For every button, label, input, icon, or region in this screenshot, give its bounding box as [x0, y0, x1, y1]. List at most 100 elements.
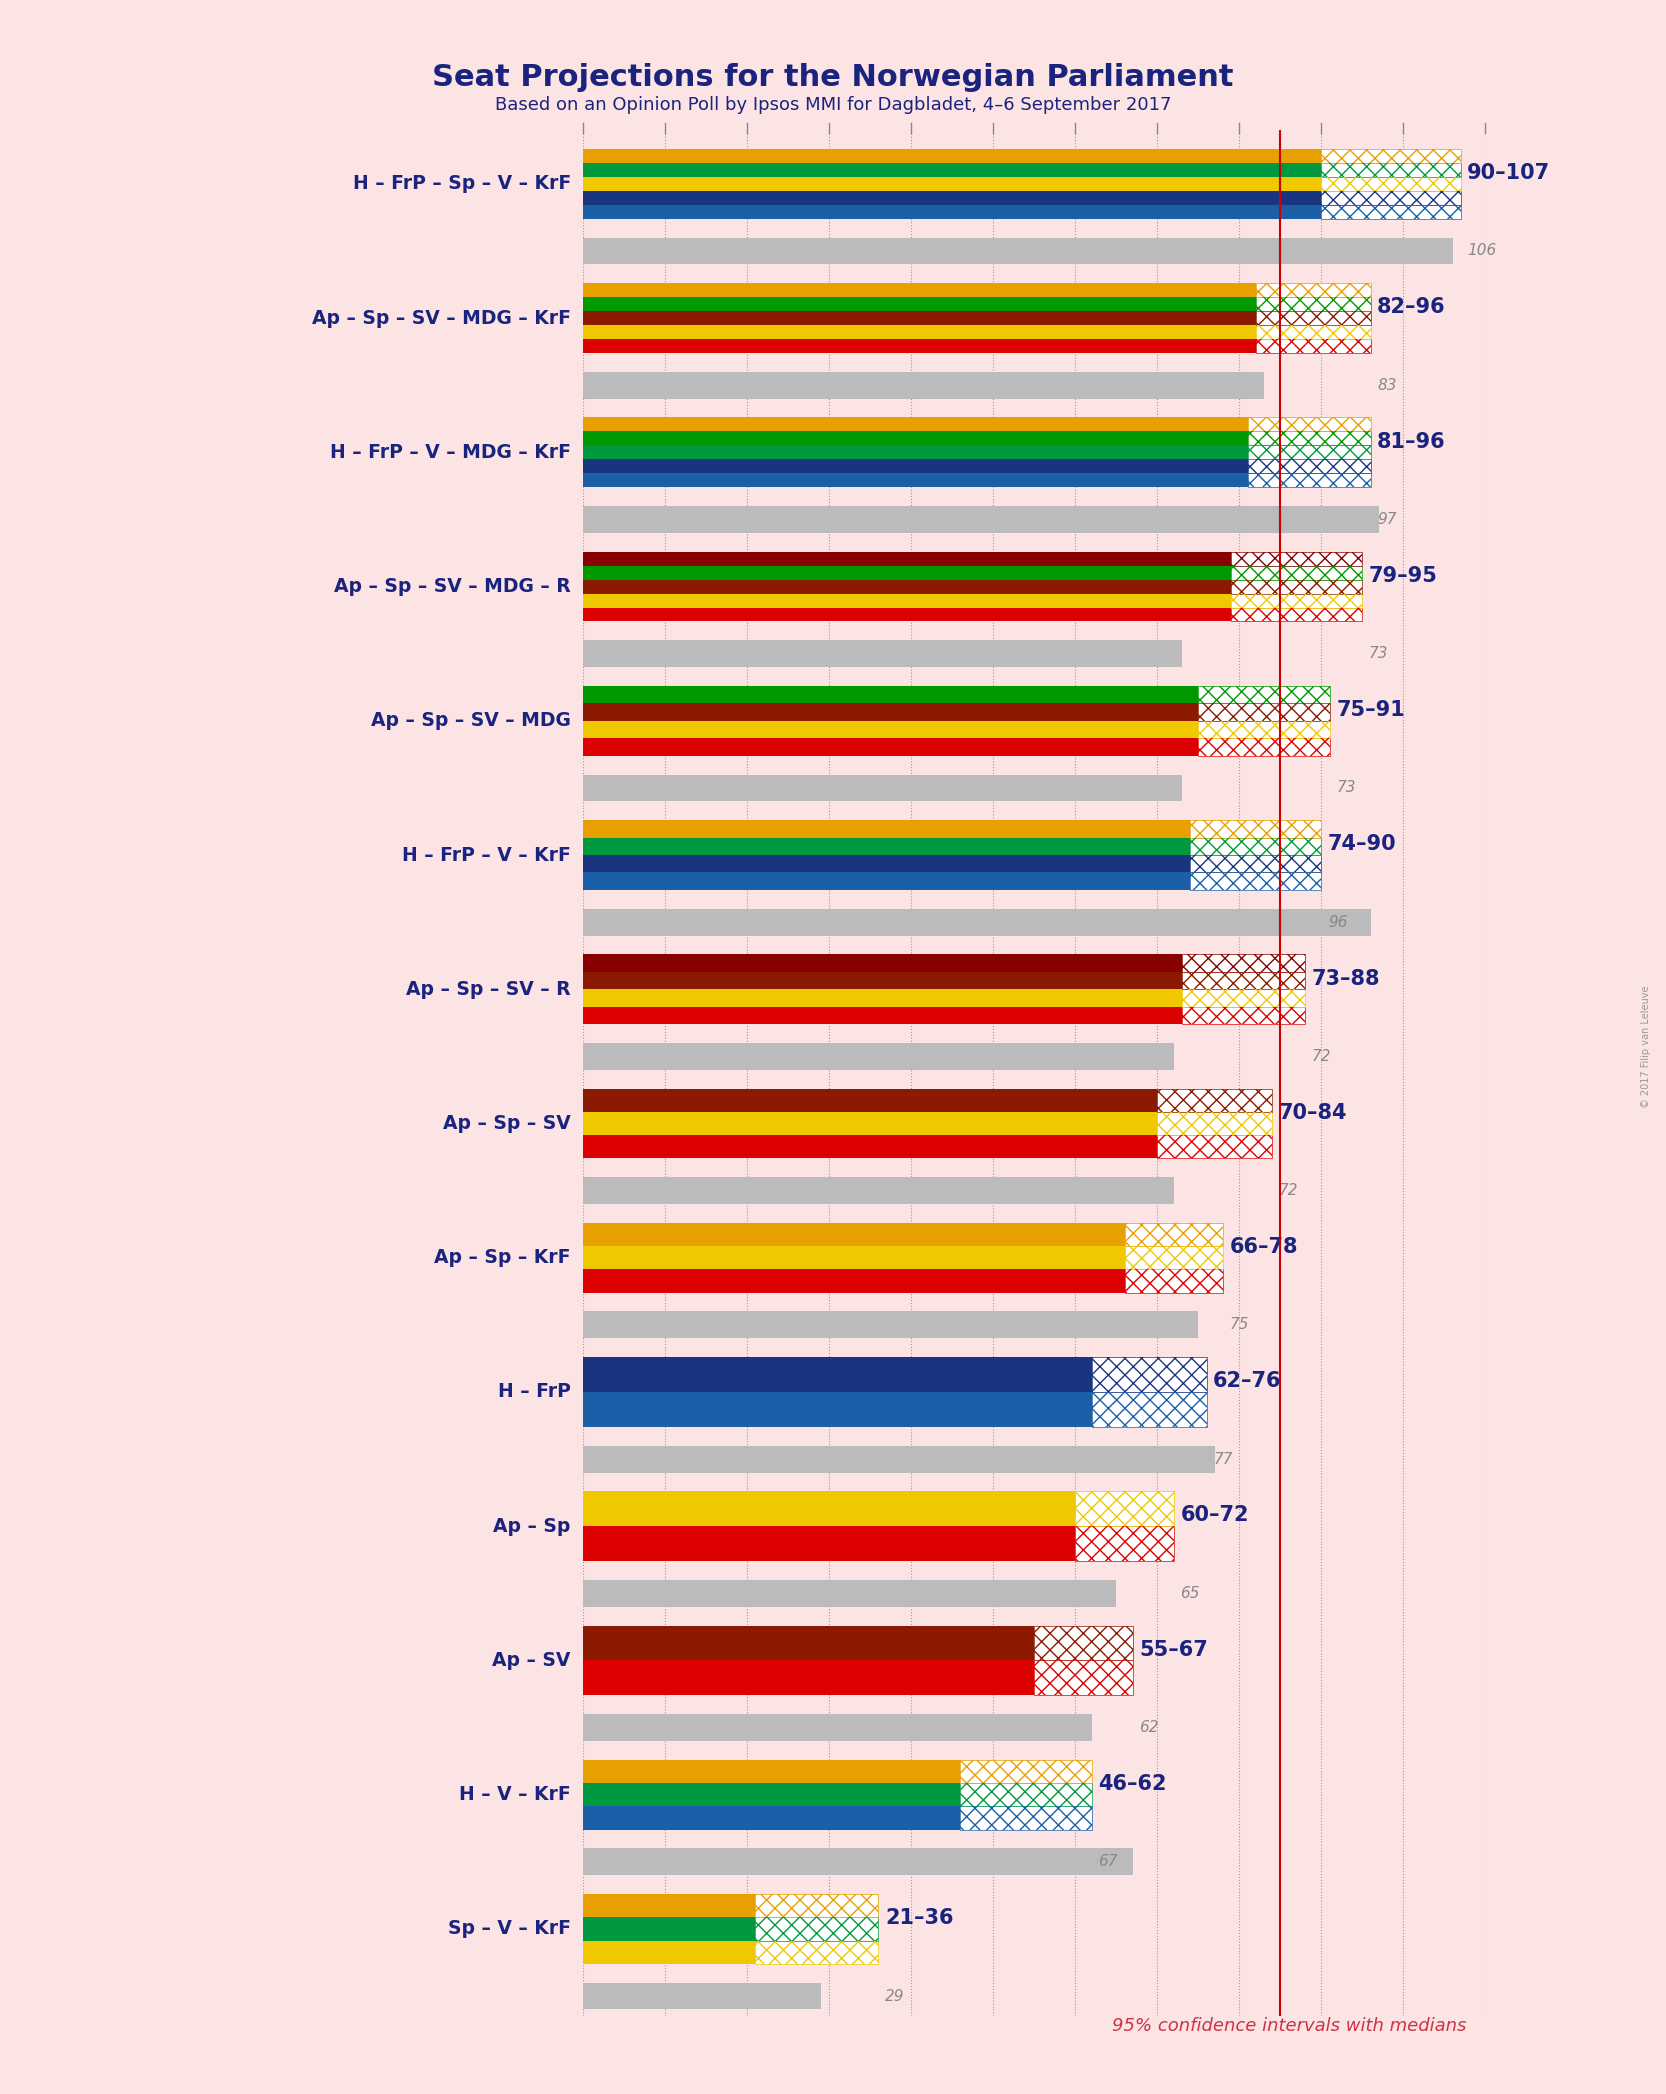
Text: 106: 106 — [1468, 243, 1496, 258]
Bar — [583, 1983, 821, 2010]
Bar — [1035, 1625, 1133, 1661]
Text: H – V – KrF: H – V – KrF — [460, 1786, 571, 1805]
Bar — [583, 1895, 755, 1918]
Bar — [583, 909, 1371, 936]
Bar — [583, 1941, 755, 1964]
Bar — [1075, 1491, 1175, 1527]
Text: 73: 73 — [1369, 647, 1388, 662]
Bar — [1256, 339, 1371, 354]
Text: 29: 29 — [885, 1989, 905, 2004]
Bar — [1075, 1491, 1175, 1527]
Bar — [1198, 687, 1329, 704]
Text: 75–91: 75–91 — [1336, 699, 1404, 720]
Bar — [583, 1393, 1091, 1426]
Bar — [1256, 283, 1371, 297]
Bar — [1231, 607, 1363, 622]
Bar — [1256, 325, 1371, 339]
Text: Ap – Sp – SV – MDG – KrF: Ap – Sp – SV – MDG – KrF — [312, 308, 571, 327]
Bar — [1321, 176, 1461, 191]
Bar — [1231, 565, 1363, 580]
Bar — [583, 972, 1181, 988]
Bar — [583, 551, 1231, 565]
Text: 62–76: 62–76 — [1213, 1372, 1281, 1390]
Bar — [1125, 1223, 1223, 1246]
Text: 81–96: 81–96 — [1378, 431, 1446, 452]
Bar — [1091, 1393, 1206, 1426]
Text: 74–90: 74–90 — [1328, 833, 1396, 854]
Text: 73–88: 73–88 — [1311, 970, 1379, 988]
Bar — [583, 704, 1198, 720]
Bar — [583, 1849, 1133, 1876]
Bar — [1075, 1527, 1175, 1562]
Bar — [583, 163, 1321, 176]
Bar — [583, 431, 1248, 446]
Text: 96: 96 — [1328, 915, 1348, 930]
Bar — [961, 1759, 1091, 1784]
Bar — [1035, 1625, 1133, 1661]
Bar — [1256, 297, 1371, 312]
Text: 66–78: 66–78 — [1230, 1238, 1298, 1256]
Bar — [1231, 551, 1363, 565]
Text: 83: 83 — [1378, 377, 1396, 394]
Bar — [1198, 720, 1329, 739]
Bar — [583, 607, 1231, 622]
Bar — [583, 1784, 961, 1807]
Bar — [755, 1895, 878, 1918]
Text: 46–62: 46–62 — [1098, 1774, 1166, 1795]
Bar — [1256, 297, 1371, 312]
Text: H – FrP: H – FrP — [498, 1382, 571, 1401]
Text: H – FrP – V – KrF: H – FrP – V – KrF — [402, 846, 571, 865]
Bar — [1321, 176, 1461, 191]
Bar — [583, 417, 1248, 431]
Text: 72: 72 — [1311, 1049, 1331, 1064]
Bar — [1321, 149, 1461, 163]
Text: 95% confidence intervals with medians: 95% confidence intervals with medians — [1111, 2017, 1466, 2035]
Bar — [583, 297, 1256, 312]
Bar — [1198, 704, 1329, 720]
Bar — [1256, 312, 1371, 325]
Bar — [583, 1089, 1158, 1112]
Text: 82–96: 82–96 — [1378, 297, 1446, 318]
Bar — [1321, 163, 1461, 176]
Bar — [1125, 1269, 1223, 1292]
Bar — [755, 1895, 878, 1918]
Bar — [583, 446, 1248, 459]
Text: 90–107: 90–107 — [1468, 163, 1551, 182]
Bar — [583, 1759, 961, 1784]
Bar — [583, 1043, 1175, 1070]
Bar — [1190, 854, 1321, 873]
Text: Based on an Opinion Poll by Ipsos MMI for Dagbladet, 4–6 September 2017: Based on an Opinion Poll by Ipsos MMI fo… — [495, 96, 1171, 115]
Bar — [1158, 1135, 1273, 1158]
Bar — [1198, 739, 1329, 756]
Bar — [1231, 593, 1363, 607]
Bar — [755, 1918, 878, 1941]
Bar — [1231, 580, 1363, 593]
Bar — [1190, 821, 1321, 838]
Bar — [583, 775, 1181, 802]
Bar — [583, 1445, 1215, 1472]
Bar — [583, 593, 1231, 607]
Bar — [583, 1223, 1125, 1246]
Bar — [583, 1579, 1116, 1606]
Text: 72: 72 — [1279, 1183, 1298, 1198]
Bar — [583, 838, 1190, 854]
Bar — [583, 1135, 1158, 1158]
Bar — [583, 191, 1321, 205]
Bar — [1256, 283, 1371, 297]
Text: © 2017 Filip van Leleuve: © 2017 Filip van Leleuve — [1641, 986, 1651, 1108]
Text: Ap – Sp – SV – R: Ap – Sp – SV – R — [407, 980, 571, 999]
Bar — [1181, 955, 1304, 972]
Bar — [1198, 720, 1329, 739]
Text: Ap – Sp – SV – MDG: Ap – Sp – SV – MDG — [372, 712, 571, 731]
Bar — [583, 988, 1181, 1007]
Text: Ap – SV: Ap – SV — [493, 1650, 571, 1669]
Text: Ap – Sp: Ap – Sp — [493, 1516, 571, 1535]
Bar — [583, 739, 1198, 756]
Bar — [1321, 191, 1461, 205]
Bar — [1190, 838, 1321, 854]
Bar — [583, 473, 1248, 488]
Bar — [1231, 580, 1363, 593]
Bar — [1158, 1112, 1273, 1135]
Bar — [961, 1807, 1091, 1830]
Bar — [1181, 1007, 1304, 1024]
